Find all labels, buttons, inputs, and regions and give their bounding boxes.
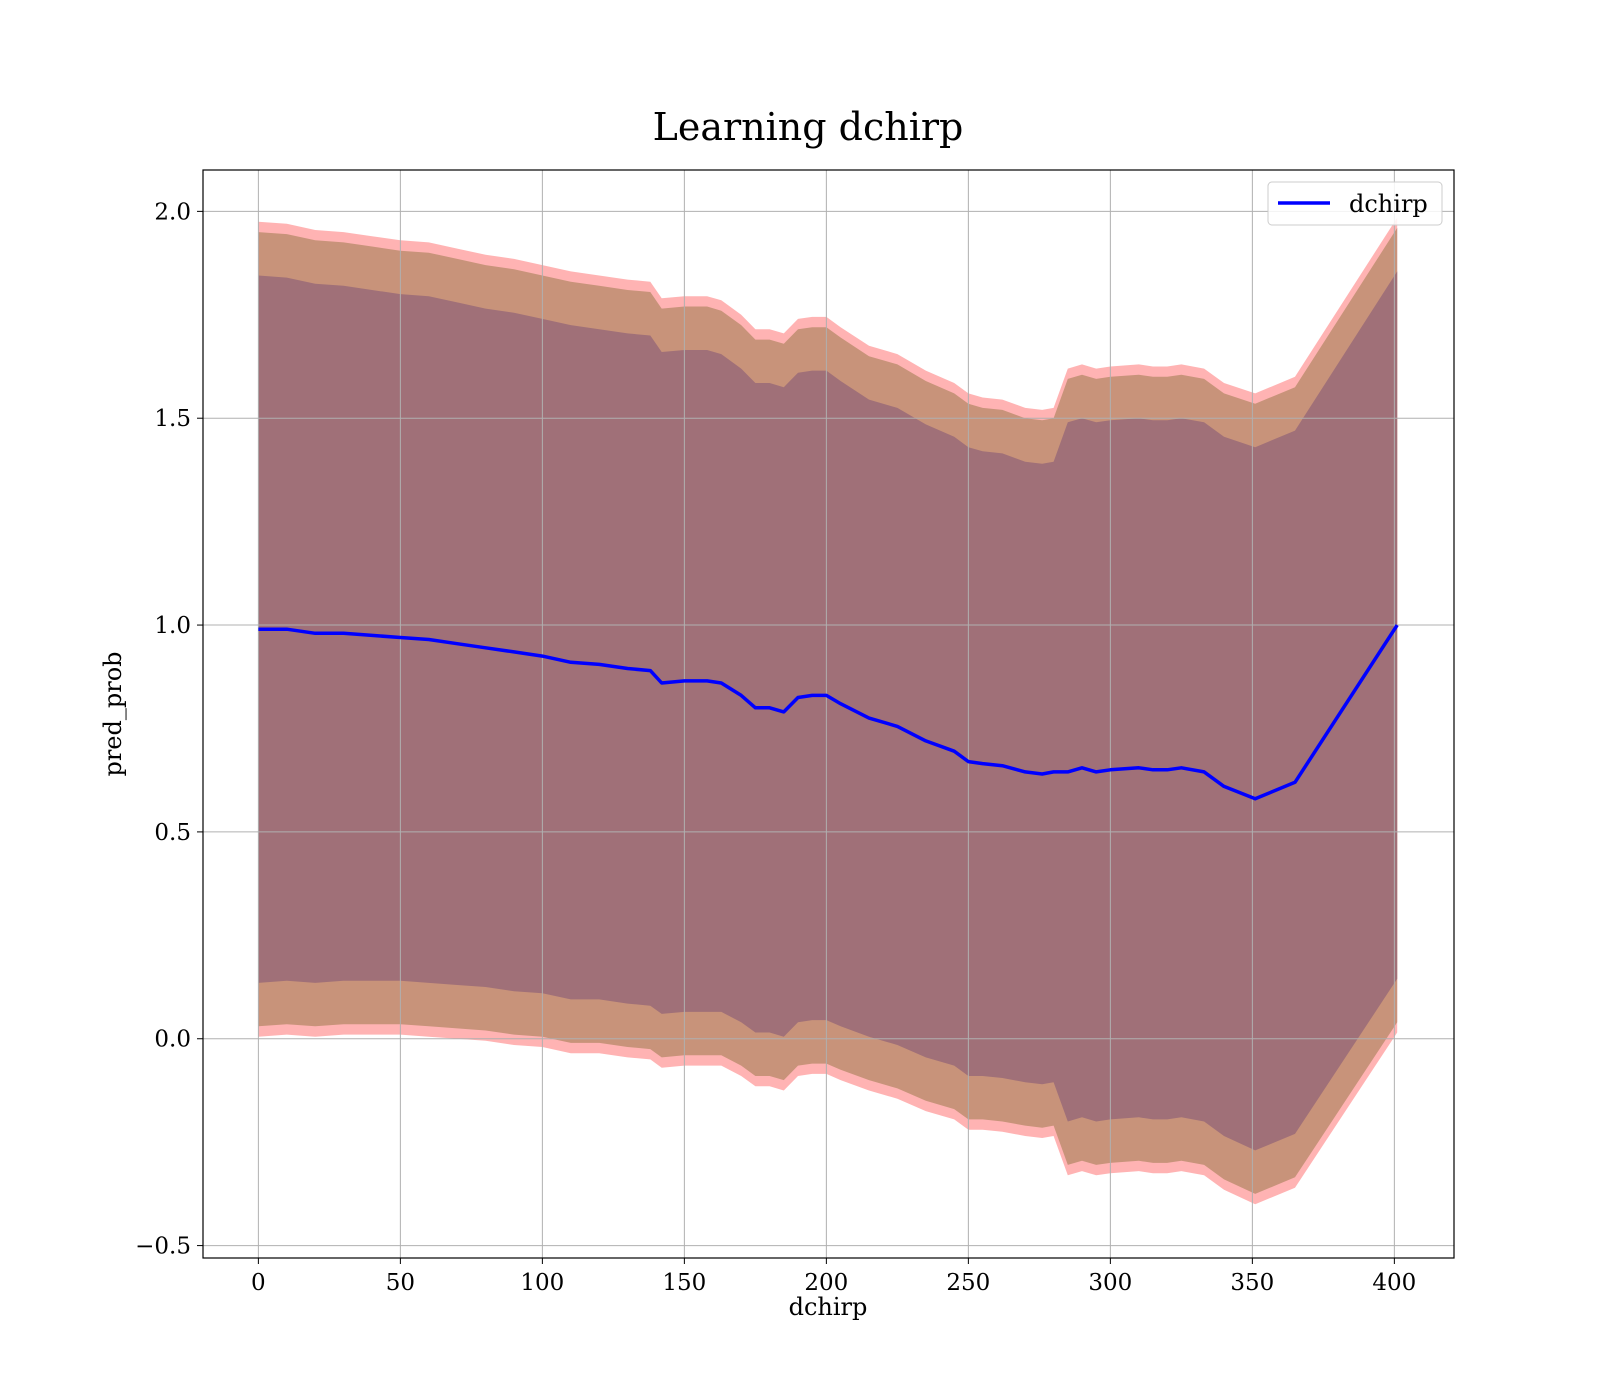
x-tick-label: 0 [251, 1270, 266, 1296]
band-inner [258, 271, 1398, 1151]
x-tick-label: 350 [1230, 1270, 1274, 1296]
legend-label-dchirp: dchirp [1349, 190, 1428, 218]
plot-area [202, 169, 1455, 1259]
x-axis-label: dchirp [789, 1293, 868, 1321]
series-line-dchirp [258, 624, 1399, 801]
y-tick-label: 0.0 [154, 1027, 191, 1053]
x-tick-label: 300 [1088, 1270, 1132, 1296]
x-tick-label: 400 [1372, 1270, 1416, 1296]
chart-title: Learning dchirp [653, 105, 964, 149]
grid-lines [203, 170, 1454, 1258]
y-tick-label: 0.5 [154, 820, 191, 846]
x-tick-label: 200 [804, 1270, 848, 1296]
y-axis-ticks: −0.5 0.0 0.5 1.0 1.5 2.0 [135, 199, 203, 1260]
y-axis-label: pred_prob [99, 651, 127, 776]
plot-frame [202, 169, 1455, 1259]
legend: dchirp [1267, 181, 1443, 226]
x-tick-label: 250 [946, 1270, 990, 1296]
y-tick-label: 2.0 [154, 199, 191, 225]
x-axis-ticks: 0 50 100 150 200 250 300 350 400 [251, 1258, 1416, 1296]
x-tick-label: 150 [662, 1270, 706, 1296]
y-tick-label: 1.0 [154, 613, 191, 639]
legend-box [1267, 181, 1443, 226]
series-line-layer [258, 624, 1399, 801]
x-tick-label: 50 [386, 1270, 415, 1296]
confidence-bands [258, 217, 1398, 1205]
x-tick-label: 100 [520, 1270, 564, 1296]
y-tick-label: 1.5 [154, 406, 191, 432]
y-tick-label: −0.5 [135, 1234, 191, 1260]
